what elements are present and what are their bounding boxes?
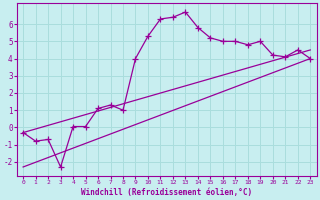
X-axis label: Windchill (Refroidissement éolien,°C): Windchill (Refroidissement éolien,°C) (81, 188, 252, 197)
